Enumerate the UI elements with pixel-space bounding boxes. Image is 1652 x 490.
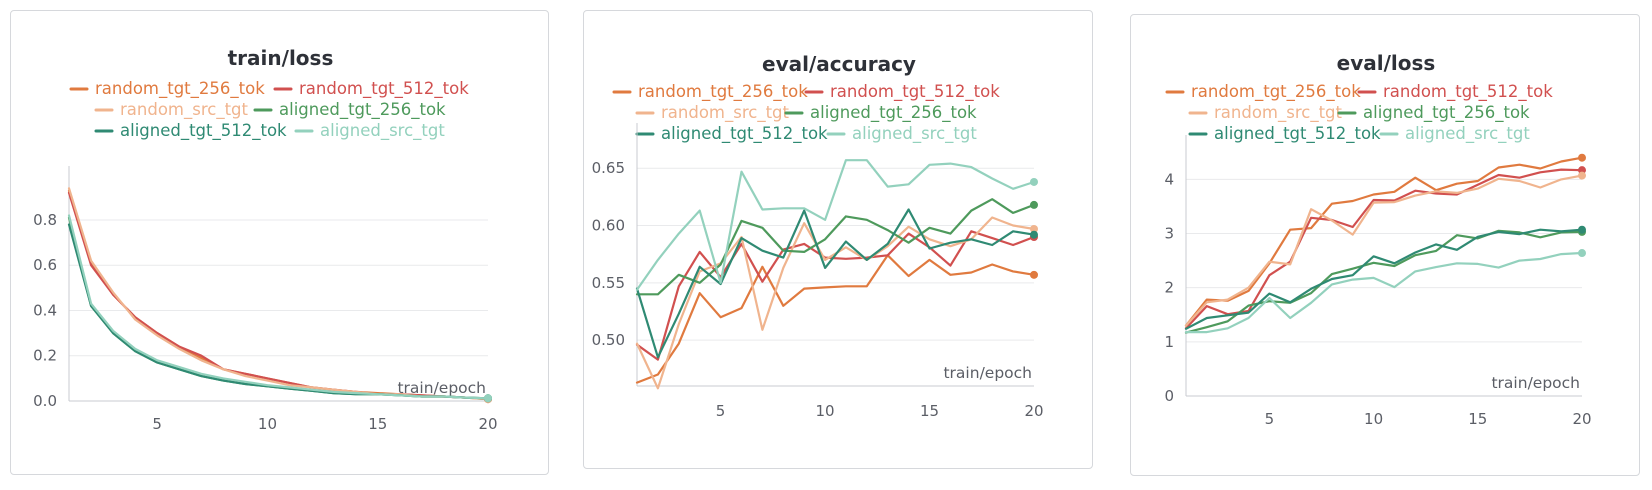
legend-label-random_tgt_256_tok: random_tgt_256_tok [95,79,265,99]
chart-title: train/loss [228,46,334,70]
series-line-aligned_src_tgt [635,159,1036,291]
legend-label-random_tgt_512_tok: random_tgt_512_tok [1383,82,1553,102]
legend-label-aligned_tgt_256_tok: aligned_tgt_256_tok [279,100,446,120]
legend-label-aligned_tgt_512_tok: aligned_tgt_512_tok [661,124,828,144]
series-line-aligned_tgt_256_tok [635,198,1036,296]
x-tick-label: 15 [1468,410,1487,428]
eval-accuracy-panel: eval/accuracy random_tgt_256_tok random_tg… [583,10,1093,469]
series-endpoint-aligned_src_tgt [484,394,492,403]
series-line-aligned_tgt_256_tok [1184,229,1584,334]
series-line-random_tgt_512_tok [635,230,1036,361]
legend-label-aligned_tgt_512_tok: aligned_tgt_512_tok [1214,124,1381,144]
y-tick-label: 0.65 [592,159,625,177]
legend-label-aligned_src_tgt: aligned_src_tgt [852,124,977,144]
legend-label-aligned_tgt_256_tok: aligned_tgt_256_tok [810,103,977,123]
legend-label-random_tgt_256_tok: random_tgt_256_tok [638,82,808,102]
eval-accuracy-chart: eval/accuracy random_tgt_256_tok random_tg… [592,52,1044,420]
legend-label-random_tgt_512_tok: random_tgt_512_tok [830,82,1000,102]
train-loss-panel: train/loss random_tgt_256_tok random_tgt_5… [10,10,549,475]
x-tick-label: 15 [920,402,939,420]
y-tick-label: 1 [1164,333,1174,351]
legend-label-random_tgt_512_tok: random_tgt_512_tok [299,79,469,99]
series-line-random_tgt_256_tok [67,189,490,401]
series-endpoint-aligned_src_tgt [1578,249,1586,258]
y-tick-label: 2 [1164,279,1174,297]
legend-label-random_src_tgt: random_src_tgt [661,103,790,123]
series-line-random_src_tgt [1184,174,1584,327]
series-line-random_tgt_256_tok [635,254,1036,384]
y-tick-label: 4 [1164,170,1174,188]
legend-label-aligned_src_tgt: aligned_src_tgt [1405,124,1530,144]
series-endpoint-aligned_tgt_512_tok [1030,230,1038,239]
y-tick-label: 0.2 [33,347,57,365]
chart-title: eval/loss [1337,51,1436,75]
series-line-aligned_src_tgt [67,214,490,400]
series-endpoint-random_src_tgt [1578,171,1586,180]
y-tick-label: 0.60 [592,217,625,235]
x-tick-label: 20 [1572,410,1591,428]
train-loss-chart: train/loss random_tgt_256_tok random_tgt_5… [33,46,497,433]
chart-title: eval/accuracy [762,52,916,76]
eval-loss-chart: eval/loss random_tgt_256_tok random_tgt_51… [1164,51,1591,428]
legend-label-random_src_tgt: random_src_tgt [120,100,249,120]
x-tick-label: 5 [152,415,162,433]
x-axis-label: train/epoch [943,364,1032,382]
y-tick-label: 3 [1164,225,1174,243]
x-tick-label: 20 [478,415,497,433]
series-line-aligned_tgt_512_tok [635,208,1036,359]
x-tick-label: 20 [1024,402,1043,420]
series-line-random_tgt_256_tok [1184,156,1584,327]
series-line-aligned_tgt_512_tok [67,223,490,400]
legend-label-aligned_tgt_256_tok: aligned_tgt_256_tok [1363,103,1530,123]
series-endpoint-random_tgt_256_tok [1030,270,1038,279]
series-line-random_tgt_512_tok [67,191,490,400]
y-tick-label: 0 [1164,387,1174,405]
x-tick-label: 10 [1364,410,1383,428]
eval-loss-panel: eval/loss random_tgt_256_tok random_tgt_51… [1130,14,1640,476]
y-tick-label: 0.55 [592,274,625,292]
y-tick-label: 0.50 [592,331,625,349]
series-endpoint-aligned_src_tgt [1030,177,1038,186]
series-endpoint-aligned_tgt_256_tok [1030,200,1038,209]
x-tick-label: 15 [368,415,387,433]
series-endpoint-random_src_tgt [1030,224,1038,233]
legend-label-random_tgt_256_tok: random_tgt_256_tok [1191,82,1361,102]
y-tick-label: 0.4 [33,301,57,319]
series-line-aligned_src_tgt [1184,251,1584,334]
y-tick-label: 0.6 [33,256,57,274]
series-endpoint-random_tgt_256_tok [1578,153,1586,162]
x-axis-label: train/epoch [1491,374,1580,392]
y-tick-label: 0.8 [33,211,57,229]
series-line-aligned_tgt_512_tok [1184,228,1584,330]
series-line-aligned_tgt_256_tok [67,216,490,400]
series-endpoint-aligned_tgt_512_tok [1578,225,1586,234]
x-tick-label: 5 [1265,410,1275,428]
x-tick-label: 10 [258,415,277,433]
x-tick-label: 5 [716,402,726,420]
legend-label-aligned_tgt_512_tok: aligned_tgt_512_tok [120,121,287,141]
legend-label-aligned_src_tgt: aligned_src_tgt [320,121,445,141]
y-tick-label: 0.0 [33,392,57,410]
legend-label-random_src_tgt: random_src_tgt [1214,103,1343,123]
x-axis-label: train/epoch [397,379,486,397]
x-tick-label: 10 [816,402,835,420]
